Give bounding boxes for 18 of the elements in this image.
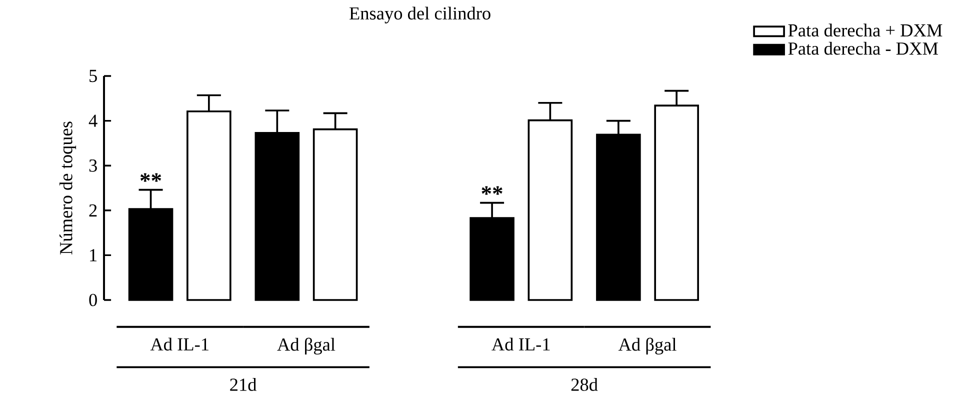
y-tick-label: 2 xyxy=(89,204,97,216)
text: 28d xyxy=(571,378,598,391)
chart-title: Ensayo del cilindro xyxy=(349,6,490,24)
y-tick-label: 4 xyxy=(88,114,98,127)
legend-label: Pata derecha + DXM xyxy=(788,24,942,37)
y-axis-title: Número de toques xyxy=(59,122,76,254)
legend-label: Pata derecha - DXM xyxy=(788,42,938,55)
y-tick-label: 0 xyxy=(89,294,97,306)
annotation: ** xyxy=(482,186,502,195)
y-tick-label: 1 xyxy=(90,249,97,262)
x-tick-label: Ad βgal xyxy=(618,338,676,355)
annotation: ** xyxy=(140,173,162,182)
x-tick-label: Ad IL-1 xyxy=(150,338,208,351)
x-tick-label: Ad IL-1 xyxy=(492,338,550,351)
x-tick-label: Ad βgal xyxy=(277,338,336,355)
text: 21d xyxy=(230,378,257,391)
y-tick-label: 5 xyxy=(90,70,97,82)
y-tick-label: 3 xyxy=(89,159,97,172)
